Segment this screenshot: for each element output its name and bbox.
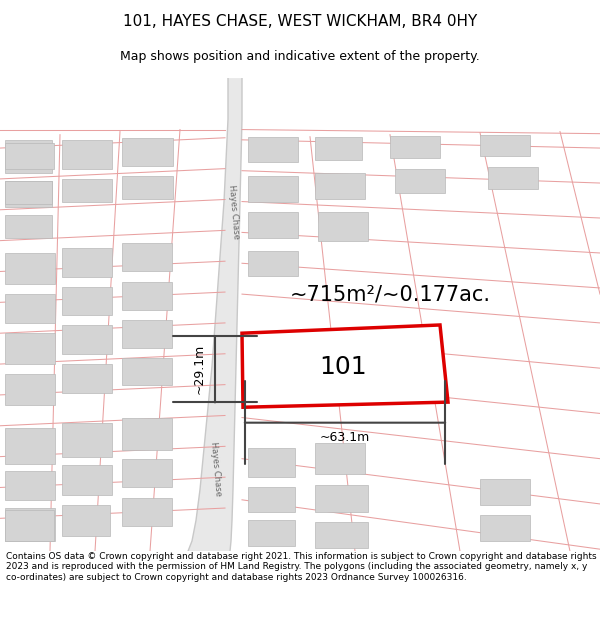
Polygon shape xyxy=(122,459,172,488)
Polygon shape xyxy=(315,443,365,474)
Polygon shape xyxy=(248,488,295,512)
Polygon shape xyxy=(5,471,55,500)
Polygon shape xyxy=(5,508,55,541)
Polygon shape xyxy=(62,248,112,277)
Polygon shape xyxy=(122,242,172,271)
Polygon shape xyxy=(248,251,298,276)
Polygon shape xyxy=(248,212,298,238)
Polygon shape xyxy=(5,181,52,207)
Text: ~715m²/~0.177ac.: ~715m²/~0.177ac. xyxy=(290,284,491,304)
Polygon shape xyxy=(480,135,530,156)
Text: ~29.1m: ~29.1m xyxy=(193,344,205,394)
Polygon shape xyxy=(248,137,298,162)
Polygon shape xyxy=(5,510,54,541)
Polygon shape xyxy=(62,287,112,315)
Polygon shape xyxy=(5,140,52,172)
Polygon shape xyxy=(122,282,172,309)
Polygon shape xyxy=(122,498,172,526)
Polygon shape xyxy=(480,515,530,541)
Polygon shape xyxy=(488,167,538,189)
Polygon shape xyxy=(5,428,55,464)
Polygon shape xyxy=(122,358,172,384)
Polygon shape xyxy=(188,78,242,551)
Polygon shape xyxy=(315,522,368,548)
Polygon shape xyxy=(5,294,55,323)
Text: Contains OS data © Crown copyright and database right 2021. This information is : Contains OS data © Crown copyright and d… xyxy=(6,552,596,582)
Polygon shape xyxy=(5,215,52,238)
Polygon shape xyxy=(62,325,112,354)
Polygon shape xyxy=(122,176,173,199)
Text: Hayes Chase: Hayes Chase xyxy=(227,184,241,239)
Polygon shape xyxy=(248,521,295,546)
Polygon shape xyxy=(62,140,112,169)
Text: Map shows position and indicative extent of the property.: Map shows position and indicative extent… xyxy=(120,50,480,62)
Polygon shape xyxy=(62,505,110,536)
Polygon shape xyxy=(248,448,295,478)
Polygon shape xyxy=(62,465,112,494)
Polygon shape xyxy=(62,422,112,457)
Text: Hayes Chase: Hayes Chase xyxy=(209,441,223,497)
Polygon shape xyxy=(480,479,530,505)
Polygon shape xyxy=(5,253,55,284)
Polygon shape xyxy=(122,138,173,166)
Polygon shape xyxy=(5,143,54,169)
Polygon shape xyxy=(62,364,112,393)
Polygon shape xyxy=(390,136,440,158)
Text: ~63.1m: ~63.1m xyxy=(320,431,370,444)
Polygon shape xyxy=(248,176,298,201)
Polygon shape xyxy=(315,137,362,161)
Polygon shape xyxy=(318,212,368,241)
Polygon shape xyxy=(122,320,172,348)
Polygon shape xyxy=(62,179,112,201)
Polygon shape xyxy=(122,418,172,451)
Polygon shape xyxy=(5,333,55,364)
Polygon shape xyxy=(315,486,368,512)
Polygon shape xyxy=(315,173,365,199)
Polygon shape xyxy=(5,374,55,405)
Text: 101, HAYES CHASE, WEST WICKHAM, BR4 0HY: 101, HAYES CHASE, WEST WICKHAM, BR4 0HY xyxy=(123,14,477,29)
Text: 101: 101 xyxy=(319,355,367,379)
Polygon shape xyxy=(5,181,52,204)
Polygon shape xyxy=(395,169,445,193)
Polygon shape xyxy=(242,325,448,408)
